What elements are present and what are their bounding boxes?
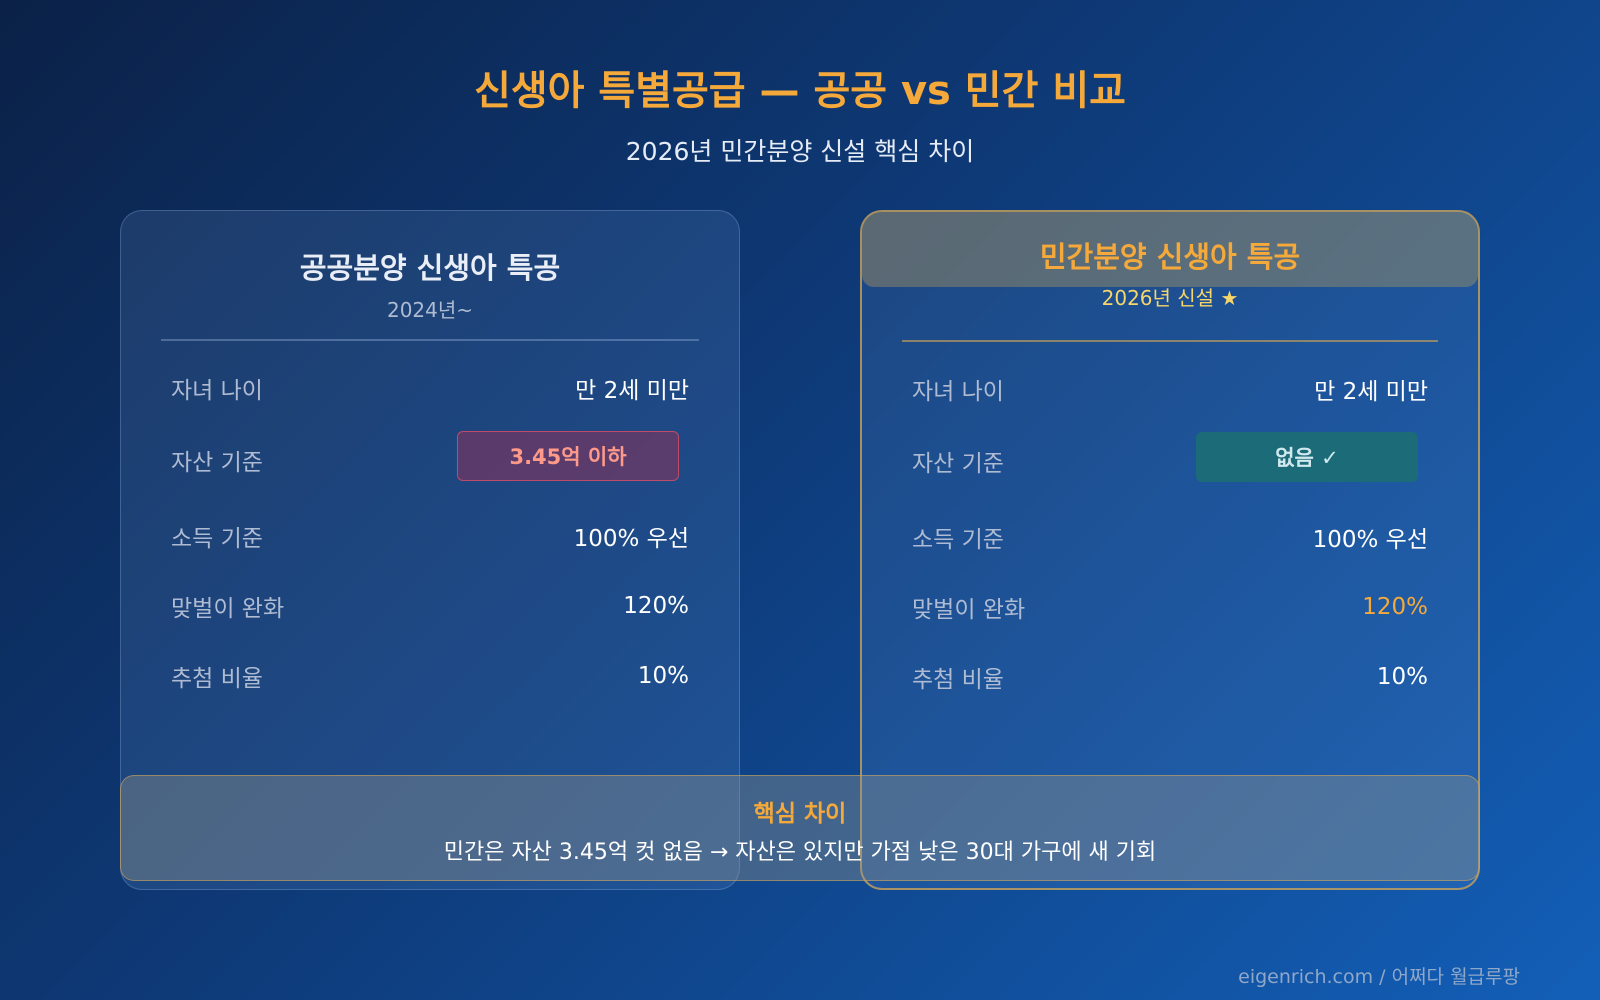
row-value: 10%: [637, 663, 689, 689]
row-asset: 자산 기준 없음 ✓: [912, 432, 1428, 482]
private-card: 민간분양 신생아 특공 2026년 신설 ★ 자녀 나이 만 2세 미만 자산 …: [860, 210, 1480, 890]
row-dual-income: 맞벌이 완화 120%: [171, 586, 689, 626]
row-value: 100% 우선: [1312, 527, 1428, 553]
row-label: 소득 기준: [171, 526, 263, 552]
row-value: 만 2세 미만: [1314, 379, 1428, 405]
row-value: 만 2세 미만: [575, 378, 689, 404]
row-value: 120%: [1362, 594, 1428, 620]
no-asset-limit-badge: 없음 ✓: [1196, 432, 1418, 482]
row-label: 자녀 나이: [171, 378, 263, 404]
row-value: 100% 우선: [573, 526, 689, 552]
row-label: 소득 기준: [912, 527, 1004, 553]
key-difference-title: 핵심 차이: [753, 801, 847, 827]
row-value: 10%: [1376, 664, 1428, 690]
divider: [902, 340, 1438, 342]
row-income: 소득 기준 100% 우선: [171, 516, 689, 556]
page-title: 신생아 특별공급 — 공공 vs 민간 비교: [474, 68, 1126, 114]
card-title: 공공분양 신생아 특공: [299, 251, 561, 285]
footer-credit: eigenrich.com / 어쩌다 월급루팡: [1238, 966, 1520, 988]
row-label: 자산 기준: [171, 450, 263, 476]
row-label: 추첨 비율: [171, 666, 263, 692]
divider: [161, 339, 699, 341]
row-child-age: 자녀 나이 만 2세 미만: [912, 369, 1428, 409]
key-difference-text: 민간은 자산 3.45억 컷 없음 → 자산은 있지만 가점 낮은 30대 가구…: [443, 840, 1157, 865]
card-title: 민간분양 신생아 특공: [1039, 240, 1301, 274]
header-band: [862, 212, 1478, 287]
row-asset: 자산 기준 3.45억 이하: [171, 431, 689, 481]
row-label: 자녀 나이: [912, 379, 1004, 405]
row-income: 소득 기준 100% 우선: [912, 517, 1428, 557]
asset-limit-badge: 3.45억 이하: [457, 431, 679, 481]
row-value: 120%: [623, 593, 689, 619]
row-lottery: 추첨 비율 10%: [912, 657, 1428, 697]
public-card: 공공분양 신생아 특공 2024년~ 자녀 나이 만 2세 미만 자산 기준 3…: [120, 210, 740, 890]
row-label: 추첨 비율: [912, 667, 1004, 693]
row-label: 맞벌이 완화: [171, 596, 285, 622]
key-difference-box: 핵심 차이 민간은 자산 3.45억 컷 없음 → 자산은 있지만 가점 낮은 …: [120, 775, 1480, 881]
page-subtitle: 2026년 민간분양 신설 핵심 차이: [625, 137, 975, 166]
row-label: 자산 기준: [912, 451, 1004, 477]
row-lottery: 추첨 비율 10%: [171, 656, 689, 696]
row-dual-income: 맞벌이 완화 120%: [912, 587, 1428, 627]
card-period: 2026년 신설 ★: [1101, 286, 1239, 310]
row-child-age: 자녀 나이 만 2세 미만: [171, 368, 689, 408]
row-label: 맞벌이 완화: [912, 597, 1026, 623]
card-period: 2024년~: [386, 298, 474, 322]
